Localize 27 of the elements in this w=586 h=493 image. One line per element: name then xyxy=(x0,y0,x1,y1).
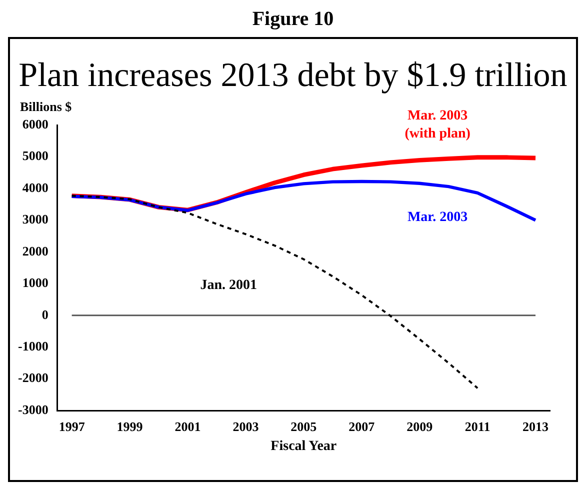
x-axis-title: Fiscal Year xyxy=(270,439,337,454)
series-label: Mar. 2003 (with plan) xyxy=(404,108,471,142)
y-tick-label: -1000 xyxy=(18,338,48,354)
y-tick-label: 2000 xyxy=(22,243,48,258)
x-tick-label: 2003 xyxy=(232,418,260,434)
x-tick-label: 1999 xyxy=(116,418,144,434)
text: Jan. 2001 xyxy=(200,278,258,294)
x-tick-label: 2013 xyxy=(522,418,550,434)
y-tick-label: 4000 xyxy=(22,180,48,195)
y-tick-label: 1000 xyxy=(22,275,48,290)
y-tick-label: 0 xyxy=(42,306,48,322)
line-series xyxy=(70,194,479,390)
y-tick-label: -2000 xyxy=(18,370,48,386)
x-tick-label: 2011 xyxy=(464,418,490,434)
y-tick-label: 6000 xyxy=(22,116,48,132)
x-tick-label: 1997 xyxy=(58,418,86,434)
chart-subtitle: Figure 10 xyxy=(251,8,335,31)
series-label: Mar. 2003 xyxy=(407,210,468,225)
chart-title: Plan increases 2013 debt by $1.9 trillion xyxy=(18,57,568,95)
y-tick-label: -3000 xyxy=(18,402,48,417)
y-tick-label: 5000 xyxy=(22,148,48,164)
x-tick-label: 2009 xyxy=(406,418,434,434)
y-tick-label: 3000 xyxy=(22,212,48,227)
x-tick-label: 2005 xyxy=(290,418,318,434)
x-tick-label: 2007 xyxy=(348,418,376,434)
y-axis-title: Billions $ xyxy=(20,99,72,114)
x-tick-label: 2001 xyxy=(174,418,201,434)
